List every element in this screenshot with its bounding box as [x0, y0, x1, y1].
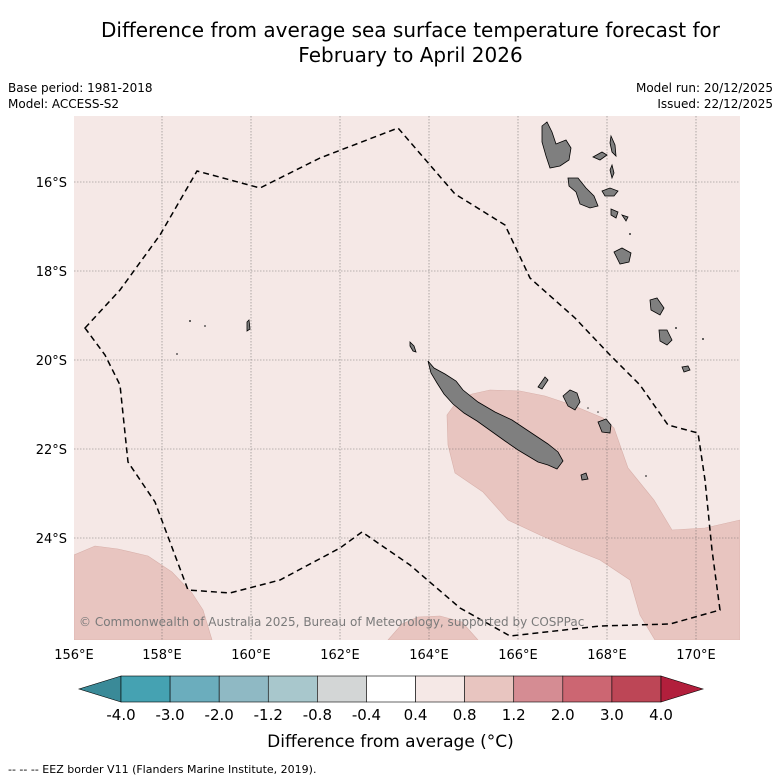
lon-label-164e: 164°E [409, 648, 449, 663]
island-espiritu-santo [541, 121, 572, 169]
colorbar-tick-label: -0.8 [303, 706, 332, 724]
small-islets [176, 233, 704, 477]
meta-left: Base period: 1981-2018 Model: ACCESS-S2 [8, 80, 153, 112]
colorbar-title: Difference from average (°C) [267, 732, 514, 752]
base-period: Base period: 1981-2018 [8, 81, 153, 95]
colorbar-segment [218, 675, 269, 703]
colorbar-extend-low [77, 675, 122, 703]
warm-anomaly-region-south [387, 615, 479, 640]
island-ouvea [537, 376, 549, 390]
island-ambae [592, 151, 608, 161]
lat-label-16s: 16°S [36, 176, 67, 191]
title-line-1: Difference from average sea surface temp… [100, 18, 720, 42]
island-belep [409, 341, 417, 353]
islet [204, 325, 206, 327]
island-shepherds [621, 214, 629, 222]
colorbar-tick-labels: -4.0 -3.0 -2.0 -1.2 -0.8 -0.4 0.4 0.8 1.2 2.0 3.0 4… [106, 706, 673, 724]
lon-label-158e: 158°E [142, 648, 182, 663]
lon-label-156e: 156°E [54, 648, 94, 663]
islet [645, 475, 647, 477]
lon-label-168e: 168°E [587, 648, 627, 663]
colorbar-tick-label: 2.0 [551, 706, 575, 724]
lon-label-166e: 166°E [498, 648, 538, 663]
lat-label-22s: 22°S [36, 443, 67, 458]
colorbar-tick-label: 4.0 [649, 706, 673, 724]
islet [597, 411, 599, 413]
islet [189, 320, 191, 322]
colorbar-segment [513, 675, 564, 703]
lat-label-18s: 18°S [36, 265, 67, 280]
eez-border [84, 127, 721, 637]
warm-anomaly-region-southwest [74, 545, 213, 640]
islet [675, 327, 677, 329]
island-ambrym [601, 187, 619, 197]
model-name: Model: ACCESS-S2 [8, 97, 120, 111]
island-lifou [562, 389, 581, 411]
island-efate [613, 247, 632, 265]
longitude-labels: 156°E 158°E 160°E 162°E 164°E 166°E 168°… [54, 648, 716, 663]
island-isle-of-pines [580, 472, 589, 481]
islet [176, 353, 178, 355]
meta-right: Model run: 20/12/2025 Issued: 22/12/2025 [636, 80, 773, 112]
colorbar-tick-label: -4.0 [106, 706, 135, 724]
colorbar-segment [169, 675, 220, 703]
lat-label-20s: 20°S [36, 354, 67, 369]
island-tanna [658, 329, 673, 346]
gridlines [74, 116, 740, 640]
island-epi [610, 208, 619, 219]
colorbar-tick-label: -3.0 [155, 706, 184, 724]
colorbar-segment [120, 675, 171, 703]
island-malekula [567, 177, 599, 209]
islet [702, 338, 704, 340]
colorbar-segment [562, 675, 613, 703]
model-run: Model run: 20/12/2025 [635, 81, 773, 95]
island-erromango [649, 297, 665, 316]
colorbar-segment [317, 675, 367, 703]
issued-date: Issued: 22/12/2025 [657, 97, 773, 111]
title-line-2: February to April 2026 [298, 43, 523, 67]
colorbar-tick-label: -2.0 [205, 706, 234, 724]
anomaly-layer [74, 389, 740, 640]
colorbar-tick-label: 3.0 [600, 706, 624, 724]
island-mare [597, 418, 612, 434]
copyright-text: © Commonwealth of Australia 2025, Bureau… [79, 615, 584, 629]
island-maewo [609, 134, 617, 158]
colorbar-segment [464, 675, 515, 703]
colorbar [77, 675, 705, 703]
colorbar-tick-label: 1.2 [502, 706, 526, 724]
eez-footnote: -- -- -- EEZ border V11 (Flanders Marine… [8, 763, 317, 776]
colorbar-segment [415, 675, 465, 703]
island-pentecost [609, 163, 615, 180]
island-new-caledonia [427, 360, 564, 470]
island-aneityum [681, 365, 691, 373]
island-chesterfield [246, 319, 251, 332]
colorbar-segment [267, 675, 318, 703]
lon-label-170e: 170°E [676, 648, 716, 663]
chart-title: Difference from average sea surface temp… [40, 18, 781, 68]
lon-label-160e: 160°E [231, 648, 271, 663]
land-masses [246, 121, 691, 481]
lat-label-24s: 24°S [36, 532, 67, 547]
colorbar-tick-label: 0.8 [453, 706, 477, 724]
islet [587, 407, 589, 409]
lon-label-162e: 162°E [320, 648, 360, 663]
warm-anomaly-region-east [446, 389, 740, 640]
colorbar-extend-high [660, 675, 705, 703]
islet [629, 233, 631, 235]
colorbar-segment [366, 675, 416, 703]
latitude-labels: 16°S 18°S 20°S 22°S 24°S [36, 176, 67, 547]
colorbar-segment [611, 675, 662, 703]
colorbar-tick-label: -0.4 [352, 706, 381, 724]
colorbar-tick-label: 0.4 [404, 706, 428, 724]
colorbar-tick-label: -1.2 [254, 706, 283, 724]
